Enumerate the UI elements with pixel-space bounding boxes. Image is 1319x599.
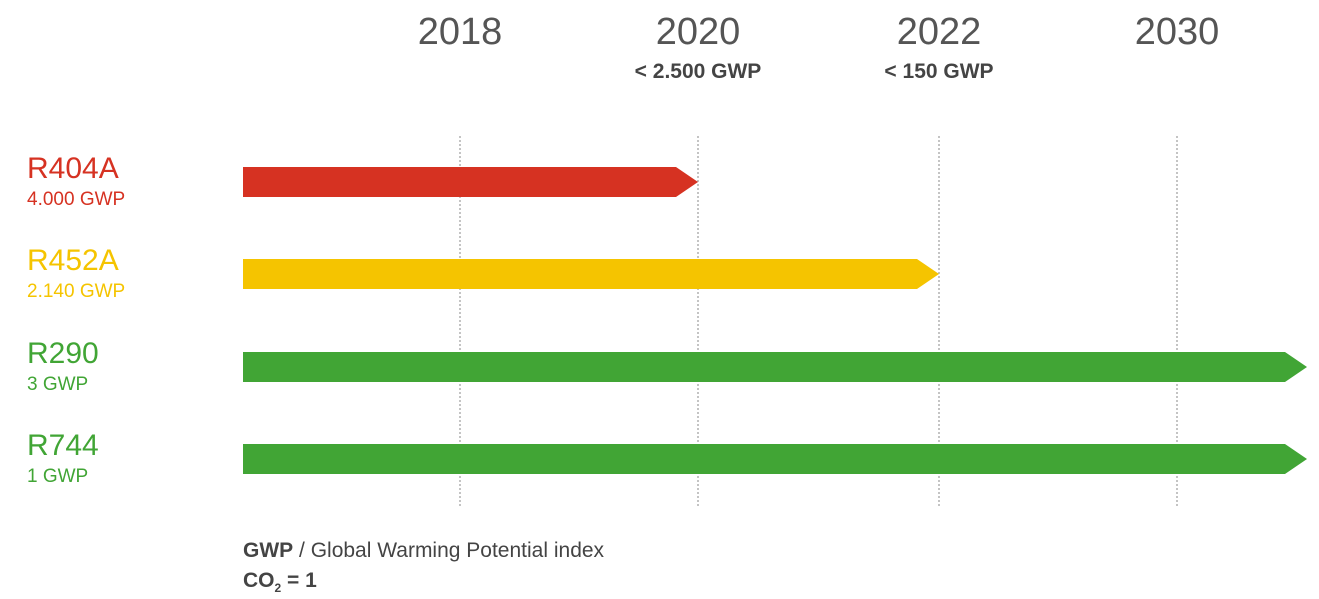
refrigerant-name-r404a: R404A [27,152,119,185]
refrigerant-gwp-r290: 3 GWP [27,374,88,395]
gwp-definition-text: Global Warming Potential index [310,539,605,562]
gwp-limit-2022: < 150 GWP [884,60,993,83]
bar-r744 [243,444,1307,474]
co2-base: CO [243,569,275,592]
year-label-2022: 2022 [897,11,982,53]
refrigerant-name-r290: R290 [27,337,99,370]
year-label-2020: 2020 [656,11,741,53]
refrigerant-phaseout-chart: 2018 2020 < 2.500 GWP 2022 < 150 GWP 2030 R404… [27,11,1307,507]
bar-r452a [243,259,939,289]
co2-equals: = 1 [281,569,317,592]
refrigerant-gwp-r404a: 4.000 GWP [27,189,125,210]
co2-subscript: 2 [274,581,282,595]
bar-r290 [243,352,1307,382]
gwp-definition: GWP / Global Warming Potential index [243,540,604,561]
bar-r404a [243,167,698,197]
refrigerant-name-r452a: R452A [27,244,119,277]
co2-reference: CO2 = 1 [243,570,317,594]
gwp-term: GWP [243,539,294,562]
refrigerant-gwp-r452a: 2.140 GWP [27,281,125,302]
gwp-separator: / [293,539,311,562]
year-label-2018: 2018 [418,11,503,53]
refrigerant-gwp-r744: 1 GWP [27,466,88,487]
gwp-limit-2020: < 2.500 GWP [635,60,762,83]
year-label-2030: 2030 [1135,11,1220,53]
refrigerant-name-r744: R744 [27,429,99,462]
